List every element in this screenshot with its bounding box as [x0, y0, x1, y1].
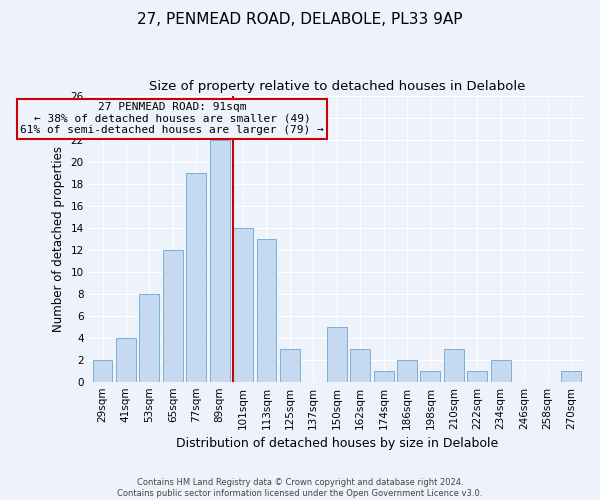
- Text: Contains HM Land Registry data © Crown copyright and database right 2024.
Contai: Contains HM Land Registry data © Crown c…: [118, 478, 482, 498]
- Bar: [209, 140, 230, 382]
- Bar: [421, 370, 440, 382]
- Y-axis label: Number of detached properties: Number of detached properties: [52, 146, 65, 332]
- Bar: [327, 326, 347, 382]
- Bar: [467, 370, 487, 382]
- X-axis label: Distribution of detached houses by size in Delabole: Distribution of detached houses by size …: [176, 437, 498, 450]
- Bar: [233, 228, 253, 382]
- Bar: [350, 348, 370, 382]
- Bar: [491, 360, 511, 382]
- Bar: [116, 338, 136, 382]
- Title: Size of property relative to detached houses in Delabole: Size of property relative to detached ho…: [149, 80, 525, 93]
- Bar: [92, 360, 112, 382]
- Bar: [163, 250, 183, 382]
- Bar: [561, 370, 581, 382]
- Bar: [397, 360, 417, 382]
- Bar: [280, 348, 300, 382]
- Bar: [186, 172, 206, 382]
- Bar: [374, 370, 394, 382]
- Bar: [139, 294, 160, 382]
- Bar: [257, 238, 277, 382]
- Text: 27, PENMEAD ROAD, DELABOLE, PL33 9AP: 27, PENMEAD ROAD, DELABOLE, PL33 9AP: [137, 12, 463, 28]
- Text: 27 PENMEAD ROAD: 91sqm
← 38% of detached houses are smaller (49)
61% of semi-det: 27 PENMEAD ROAD: 91sqm ← 38% of detached…: [20, 102, 324, 136]
- Bar: [444, 348, 464, 382]
